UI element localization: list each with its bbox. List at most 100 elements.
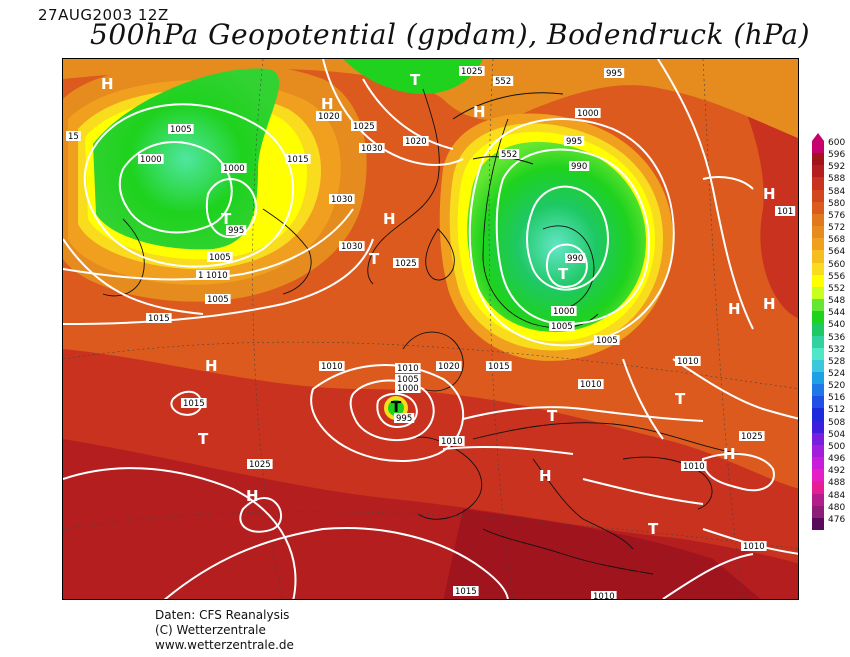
pressure-label: 1005	[207, 252, 233, 263]
pressure-label-text: 1025	[461, 67, 483, 77]
pressure-label: 1015	[453, 586, 479, 597]
pressure-label: 1020	[403, 136, 429, 147]
pressure-label: 1005	[205, 294, 231, 305]
pressure-label: 995	[226, 225, 247, 236]
pressure-label-box	[316, 111, 342, 121]
low-pressure-marker: T	[221, 210, 232, 228]
pressure-label-text: 1015	[455, 587, 477, 597]
legend-label: 508	[828, 417, 846, 428]
legend-label: 476	[828, 514, 846, 525]
legend-swatch	[812, 408, 824, 421]
pressure-label-box	[395, 383, 421, 393]
legend-label: 572	[828, 223, 846, 234]
pressure-label-text: 1020	[318, 112, 340, 122]
pressure-label-text: 1010	[677, 357, 699, 367]
pressure-label-box	[319, 361, 345, 371]
legend-label: 540	[828, 320, 846, 331]
pressure-label-box	[486, 361, 512, 371]
pressure-labels: 1025552100510101005100010201025103010201…	[66, 66, 796, 599]
legend-label: 512	[828, 405, 846, 416]
pressure-label-text: 15	[68, 132, 79, 142]
pressure-label: 1010	[578, 379, 604, 390]
legend-label: 544	[828, 308, 846, 319]
isobars	[63, 59, 798, 599]
legend-label: 560	[828, 259, 846, 270]
pressure-label-box	[394, 413, 415, 423]
legend-label: 532	[828, 344, 846, 355]
pressure-label: 1010	[741, 541, 767, 552]
pressure-label-text: 990	[567, 254, 583, 264]
pressure-label-box	[205, 294, 231, 304]
high-pressure-marker: H	[321, 95, 334, 113]
pressure-label: 990	[569, 161, 590, 172]
pressure-label-text: 1005	[207, 295, 229, 305]
pressure-label-box	[226, 225, 247, 235]
legend-swatch	[812, 371, 824, 385]
low-pressure-marker: T	[369, 250, 380, 268]
pressure-label-text: 1005	[209, 253, 231, 263]
pressure-label: 101	[775, 206, 796, 217]
pressure-label-box	[436, 361, 462, 371]
pressure-label: 1025	[459, 66, 485, 77]
pressure-label-text: 1030	[361, 144, 383, 154]
legend-label: 564	[828, 247, 846, 258]
legend-cap-bottom	[812, 518, 824, 526]
pressure-label: 1025	[247, 459, 273, 470]
pressure-label-text: 1010	[743, 542, 765, 552]
field-596	[443, 509, 761, 599]
legend-label: 492	[828, 466, 846, 477]
pressure-label-box	[403, 136, 429, 146]
pressure-label-text: 1000	[397, 384, 419, 394]
legend-label: 588	[828, 174, 846, 185]
legend-cap-top	[812, 133, 824, 141]
pressure-label: 990	[565, 253, 586, 264]
pressure-label-box	[359, 143, 385, 153]
low-pressure-marker: T	[410, 71, 421, 89]
pressure-label-box	[604, 68, 625, 78]
legend-label: 520	[828, 381, 846, 392]
pressure-label: 1000	[551, 306, 577, 317]
pressure-label: 1020	[436, 361, 462, 372]
legend-label: 592	[828, 162, 846, 173]
pressure-label: 1005	[395, 374, 421, 385]
pressure-label: 995	[564, 136, 585, 147]
pressure-label: 1030	[339, 241, 365, 252]
legend-swatch	[812, 153, 824, 166]
field-576	[63, 59, 798, 139]
pressure-label-box	[395, 374, 421, 384]
legend-label: 516	[828, 393, 846, 404]
pressure-label-box	[564, 136, 585, 146]
pressure-label-text: 995	[566, 137, 582, 147]
pressure-label: 995	[604, 68, 625, 79]
legend-label: 576	[828, 210, 846, 221]
pressure-label-box	[565, 253, 586, 263]
pressure-label-box	[181, 398, 207, 408]
pressure-label-text: 1020	[405, 137, 427, 147]
pressure-label: 1025	[351, 121, 377, 132]
pressure-label-text: 1015	[183, 399, 205, 409]
pressure-label: 1025	[739, 431, 765, 442]
legend-swatch	[812, 384, 824, 397]
legend-bar	[812, 141, 824, 530]
pressure-label-box	[493, 76, 514, 86]
pressure-label-box	[675, 356, 701, 366]
legend-swatch	[812, 238, 824, 251]
pressure-label-box	[207, 252, 233, 262]
pressure-label-text: 1025	[741, 432, 763, 442]
pressure-label-box	[329, 194, 355, 204]
legend-swatch	[812, 469, 824, 482]
high-pressure-marker: H	[723, 445, 736, 463]
pressure-label-box	[339, 241, 365, 251]
pressure-label-box	[453, 586, 479, 596]
legend-swatch	[812, 493, 824, 506]
pressure-label-box	[66, 131, 81, 141]
legend-swatch	[812, 311, 824, 324]
legend-label: 600	[828, 138, 846, 148]
high-pressure-marker: H	[101, 75, 114, 93]
legend-label: 552	[828, 283, 846, 294]
pressure-label-text: 1010	[397, 364, 419, 374]
low-pressure-marker: T	[391, 398, 402, 416]
footer: Daten: CFS Reanalysis (C) Wetterzentrale…	[155, 608, 294, 653]
pressure-label-box	[578, 379, 604, 389]
legend-swatch	[812, 323, 824, 336]
